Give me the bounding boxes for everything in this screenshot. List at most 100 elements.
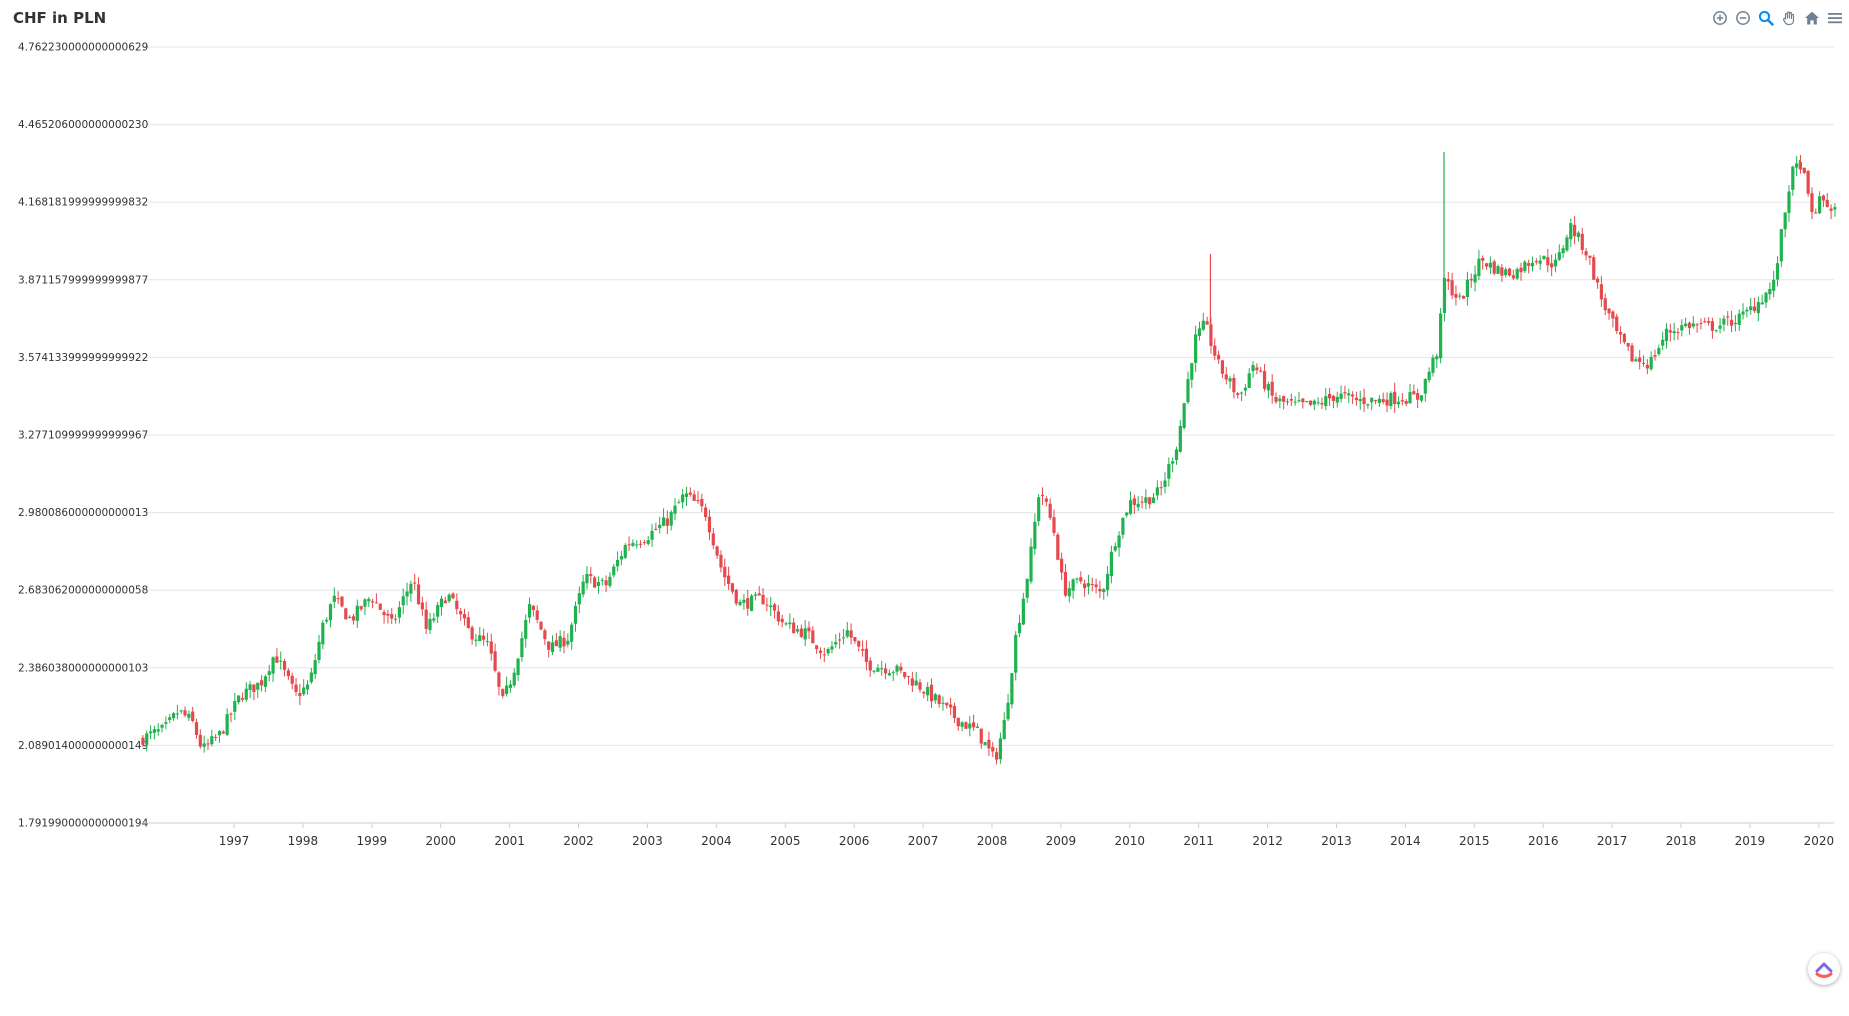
candle-body[interactable]	[562, 637, 566, 647]
candle-body[interactable]	[141, 737, 145, 745]
candle-body[interactable]	[1370, 397, 1374, 403]
candle-body[interactable]	[1795, 163, 1799, 168]
candle-body[interactable]	[692, 494, 696, 501]
candle-body[interactable]	[1423, 379, 1427, 394]
candle-body[interactable]	[880, 668, 884, 670]
candle-body[interactable]	[1285, 401, 1290, 403]
candle-body[interactable]	[271, 657, 275, 674]
candle-body[interactable]	[1033, 521, 1037, 549]
reset-zoom-icon[interactable]	[1802, 8, 1822, 28]
candle-body[interactable]	[903, 672, 907, 677]
candle-body[interactable]	[945, 702, 949, 706]
candle-body[interactable]	[1305, 401, 1309, 403]
candle-body[interactable]	[152, 729, 156, 733]
candle-body[interactable]	[1048, 503, 1052, 518]
candle-body[interactable]	[1442, 278, 1447, 313]
candle-body[interactable]	[1174, 449, 1179, 460]
candle-body[interactable]	[1687, 322, 1692, 329]
candle-body[interactable]	[1236, 393, 1240, 395]
candle-body[interactable]	[815, 645, 819, 650]
candle-body[interactable]	[1615, 316, 1619, 332]
candle-body[interactable]	[344, 608, 348, 620]
candle-body[interactable]	[279, 660, 283, 662]
candle-body[interactable]	[570, 624, 574, 642]
candle-body[interactable]	[1722, 318, 1726, 325]
candle-body[interactable]	[673, 505, 677, 514]
candle-body[interactable]	[684, 493, 689, 497]
candle-body[interactable]	[1565, 237, 1569, 251]
candle-body[interactable]	[918, 682, 922, 690]
candle-body[interactable]	[1086, 583, 1091, 587]
candle-body[interactable]	[906, 676, 911, 678]
candle-body[interactable]	[1473, 274, 1477, 283]
candle-body[interactable]	[784, 623, 788, 625]
candle-body[interactable]	[811, 630, 815, 644]
candle-body[interactable]	[531, 605, 535, 610]
candle-body[interactable]	[600, 579, 604, 581]
candle-body[interactable]	[221, 731, 225, 734]
candle-body[interactable]	[202, 743, 206, 747]
candle-body[interactable]	[956, 717, 960, 727]
candle-body[interactable]	[1209, 324, 1213, 346]
candle-body[interactable]	[1396, 401, 1401, 405]
candle-body[interactable]	[1775, 263, 1780, 280]
candle-body[interactable]	[1695, 324, 1699, 326]
candle-body[interactable]	[302, 687, 306, 695]
candle-body[interactable]	[309, 672, 313, 683]
candle-body[interactable]	[1282, 396, 1286, 402]
candle-body[interactable]	[1492, 261, 1496, 274]
candle-body[interactable]	[478, 635, 482, 642]
candle-body[interactable]	[1825, 199, 1829, 207]
candle-body[interactable]	[1645, 364, 1649, 369]
candle-body[interactable]	[593, 577, 597, 588]
candle-body[interactable]	[1412, 391, 1416, 395]
candle-body[interactable]	[382, 611, 386, 616]
candle-body[interactable]	[1194, 334, 1198, 363]
candle-body[interactable]	[1488, 262, 1492, 268]
candle-body[interactable]	[1297, 400, 1301, 402]
candle-body[interactable]	[1672, 331, 1676, 334]
candle-body[interactable]	[336, 598, 340, 600]
candle-body[interactable]	[1592, 257, 1596, 280]
candle-body[interactable]	[1136, 503, 1140, 508]
candle-body[interactable]	[1178, 425, 1182, 452]
candle-body[interactable]	[535, 610, 539, 620]
candle-body[interactable]	[987, 739, 991, 749]
candle-body[interactable]	[1676, 332, 1680, 334]
candle-body[interactable]	[317, 641, 321, 661]
candle-body[interactable]	[516, 658, 520, 676]
candle-body[interactable]	[1741, 311, 1745, 315]
candle-body[interactable]	[1599, 284, 1604, 300]
candle-body[interactable]	[1171, 461, 1175, 464]
candle-body[interactable]	[1783, 212, 1787, 230]
candle-body[interactable]	[983, 742, 987, 746]
candle-body[interactable]	[183, 710, 187, 716]
candle-body[interactable]	[504, 685, 509, 694]
candle-body[interactable]	[638, 543, 643, 545]
candle-body[interactable]	[1331, 395, 1336, 401]
candle-body[interactable]	[1247, 373, 1251, 388]
candle-body[interactable]	[1706, 321, 1711, 323]
candle-body[interactable]	[1377, 398, 1381, 403]
candle-body[interactable]	[1255, 367, 1259, 371]
candle-body[interactable]	[1098, 588, 1102, 592]
selection-zoom-icon[interactable]	[1756, 8, 1776, 28]
candle-body[interactable]	[1060, 558, 1064, 573]
candle-body[interactable]	[248, 684, 252, 691]
candle-body[interactable]	[420, 602, 424, 610]
candle-body[interactable]	[1829, 208, 1833, 211]
candle-body[interactable]	[1787, 191, 1791, 213]
candle-body[interactable]	[646, 540, 650, 544]
candle-body[interactable]	[895, 665, 899, 672]
candle-body[interactable]	[1090, 584, 1094, 586]
candle-body[interactable]	[1764, 292, 1768, 303]
candle-body[interactable]	[1484, 263, 1489, 267]
candle-body[interactable]	[1167, 463, 1171, 479]
candle-body[interactable]	[409, 583, 413, 594]
candle-body[interactable]	[1308, 400, 1313, 405]
candle-body[interactable]	[1523, 261, 1527, 272]
candle-body[interactable]	[1573, 224, 1577, 237]
candle-body[interactable]	[581, 581, 585, 595]
candle-body[interactable]	[772, 604, 777, 611]
candle-body[interactable]	[780, 618, 784, 623]
